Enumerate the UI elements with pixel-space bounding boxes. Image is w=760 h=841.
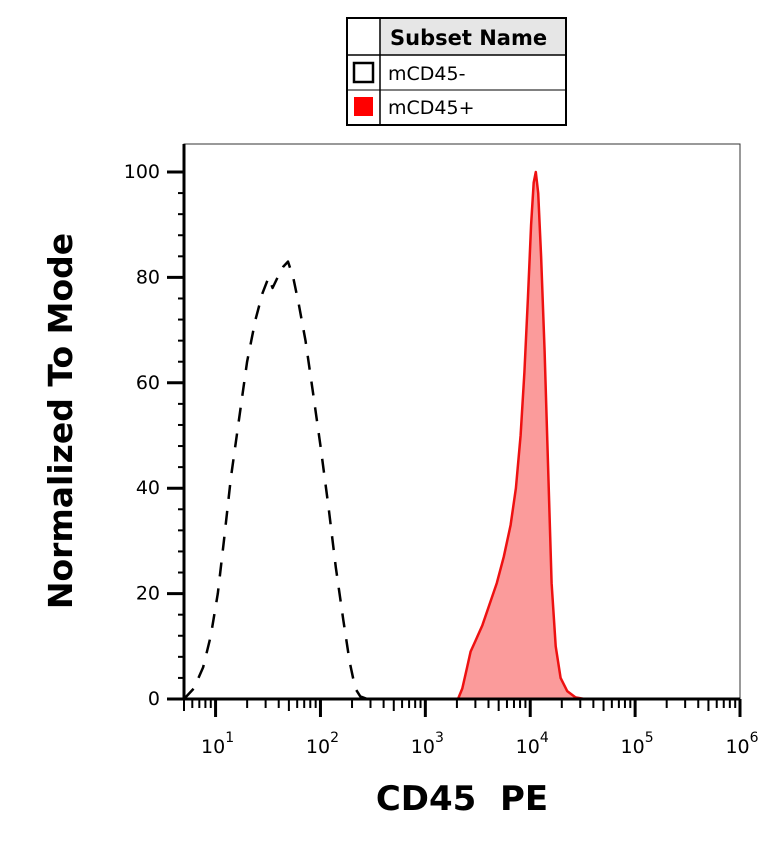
x-axis-ticks: 101 102 103 104 105 106 xyxy=(183,699,759,758)
legend-label-mcd45-pos: mCD45+ xyxy=(388,97,475,119)
series-mcd45-pos-line xyxy=(184,170,740,701)
legend: Subset Name mCD45- mCD45+ xyxy=(346,17,567,126)
x-tick-label: 104 xyxy=(516,730,549,758)
legend-header-bg xyxy=(380,19,565,55)
x-tick-label: 102 xyxy=(306,730,339,758)
x-tick-label: 101 xyxy=(201,730,234,758)
y-tick-label: 40 xyxy=(136,477,160,499)
y-axis-title: Normalized To Mode xyxy=(41,233,80,609)
plot-frame xyxy=(183,143,741,700)
legend-header: Subset Name xyxy=(390,26,547,50)
legend-label-mcd45-neg: mCD45- xyxy=(388,63,465,85)
y-tick-label: 60 xyxy=(136,372,160,394)
y-tick-label: 80 xyxy=(136,266,160,288)
y-axis-ticks: 0 20 40 60 80 100 xyxy=(124,161,184,710)
series-mcd45-pos-area xyxy=(184,172,740,699)
legend-swatch-mcd45-neg xyxy=(352,61,375,84)
y-tick-label: 20 xyxy=(136,583,160,605)
x-tick-label: 106 xyxy=(725,730,758,758)
x-tick-label: 103 xyxy=(411,730,444,758)
y-tick-label: 100 xyxy=(124,161,160,183)
y-tick-label: 0 xyxy=(148,688,160,710)
legend-swatch-mcd45-pos xyxy=(354,97,373,116)
series-mcd45-neg-line xyxy=(183,260,740,701)
x-tick-label: 105 xyxy=(621,730,654,758)
x-axis-title: CD45 PE xyxy=(376,779,548,819)
